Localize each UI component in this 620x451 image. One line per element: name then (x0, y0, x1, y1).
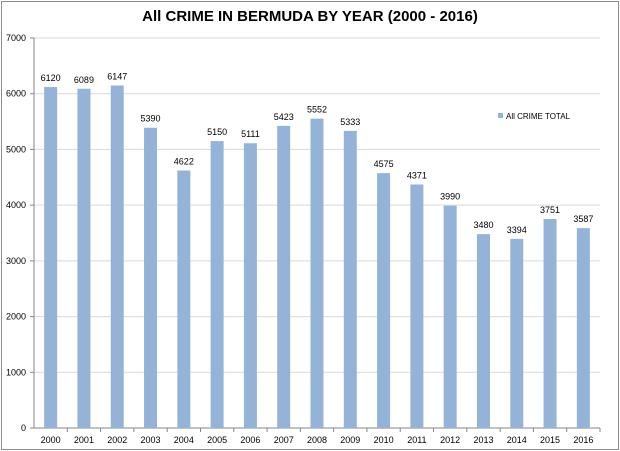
data-label: 3480 (473, 220, 493, 230)
chart-title: All CRIME IN BERMUDA BY YEAR (2000 - 201… (142, 8, 478, 25)
bar (77, 88, 91, 429)
x-tick-label: 2011 (407, 435, 426, 445)
y-tick-label: 2000 (6, 312, 26, 322)
data-labels: 6120 6089 6147 5390 4622 5150 5111 5423 5552 5333… (41, 72, 594, 235)
x-tick-label: 2004 (174, 435, 194, 445)
bar (110, 85, 124, 428)
bar (377, 173, 391, 428)
x-tick-label: 2013 (473, 435, 493, 445)
legend: All CRIME TOTAL (498, 112, 571, 121)
y-tick-label: 0 (21, 423, 26, 433)
x-tick-label: 2014 (507, 435, 527, 445)
data-label: 6120 (41, 73, 61, 83)
x-tick-label: 2010 (374, 435, 394, 445)
x-tick-label: 2005 (207, 435, 227, 445)
data-label: 6147 (107, 72, 127, 82)
bar (177, 170, 191, 428)
data-label: 3394 (507, 225, 527, 235)
bar (343, 130, 357, 428)
data-label: 5552 (307, 105, 327, 115)
data-label: 3751 (540, 205, 560, 215)
y-tick-label: 7000 (6, 33, 26, 43)
bar (310, 118, 324, 428)
x-tick-label: 2001 (74, 435, 94, 445)
x-tick-label: 2003 (141, 435, 161, 445)
bar (510, 238, 524, 428)
bars (44, 85, 590, 429)
data-label: 5333 (340, 117, 360, 127)
data-label: 4622 (174, 156, 194, 166)
x-tick-labels: 2000 2001 2002 2003 2004 2005 2006 2007 2008 2009… (41, 435, 594, 445)
data-label: 5390 (141, 114, 161, 124)
y-tick-labels: 0 1000 2000 3000 4000 5000 6000 7000 (6, 33, 26, 433)
y-tick-label: 6000 (6, 89, 26, 99)
x-tick-label: 2006 (240, 435, 260, 445)
data-label: 3990 (440, 192, 460, 202)
data-label: 4575 (374, 159, 394, 169)
data-label: 3587 (573, 214, 593, 224)
x-tick-label: 2008 (307, 435, 327, 445)
y-tick-label: 4000 (6, 200, 26, 210)
data-label: 6089 (74, 75, 94, 85)
y-tick-label: 5000 (6, 144, 26, 154)
data-label: 4371 (407, 170, 427, 180)
data-label: 5423 (274, 112, 294, 122)
bar (443, 205, 457, 428)
bar (277, 125, 291, 429)
x-tick-label: 2016 (573, 435, 593, 445)
bar (144, 127, 158, 428)
y-tick-label: 1000 (6, 367, 26, 377)
x-tick-label: 2012 (440, 435, 460, 445)
data-label: 5111 (241, 129, 260, 139)
x-tick-label: 2000 (41, 435, 61, 445)
x-tick-label: 2015 (540, 435, 560, 445)
x-tick-label: 2009 (340, 435, 360, 445)
bar (476, 234, 490, 428)
x-tick-label: 2007 (274, 435, 294, 445)
bar (543, 219, 557, 428)
bar (410, 184, 424, 428)
legend-swatch (498, 113, 503, 118)
x-tick-label: 2002 (107, 435, 127, 445)
y-tick-label: 3000 (6, 256, 26, 266)
bar (210, 141, 224, 429)
data-label: 5150 (207, 127, 227, 137)
bar (576, 228, 590, 428)
bar (243, 143, 257, 428)
legend-label: All CRIME TOTAL (506, 112, 571, 121)
bar (44, 87, 58, 429)
